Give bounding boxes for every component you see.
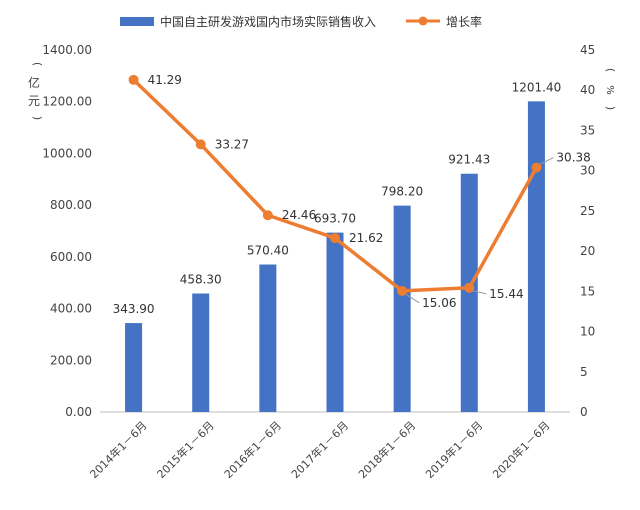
y-left-tick-label: 800.00 [50,198,92,212]
bar-value-label: 693.70 [314,212,356,226]
x-tick-label: 2019年1－6月 [422,418,485,481]
legend: 中国自主研发游戏国内市场实际销售收入 增长率 [120,14,482,29]
bar [326,232,344,412]
growth-value-label: 41.29 [148,73,182,87]
bar [393,205,411,412]
bar [460,173,478,412]
leader-line [539,157,554,166]
y-right-tick-label: 15 [580,284,595,298]
bar-value-label: 921.43 [448,153,490,167]
right-axis-title: % [604,85,615,95]
x-tick-label: 2016年1－6月 [221,418,284,481]
x-tick-label: 2015年1－6月 [154,418,217,481]
leader-line [404,293,420,304]
y-left-tick-label: 400.00 [50,302,92,316]
bar-value-label: 570.40 [247,244,289,258]
growth-value-label: 24.46 [282,208,316,222]
bar-value-label: 458.30 [180,272,222,286]
growth-point [262,210,273,221]
x-tick-label: 2018年1－6月 [355,418,418,481]
y-left-tick-label: 200.00 [50,353,92,367]
right-axis-title: ( % ) [604,68,617,110]
left-axis-title: ( 亿 元 ) [28,62,44,120]
y-right-tick-label: 20 [580,244,595,258]
y-left-tick-label: 1200.00 [42,95,92,109]
x-tick-label: 2017年1－6月 [288,418,351,481]
legend-line-marker [418,16,428,26]
data-labels: 343.90 458.30 570.40 693.70 798.20 921.43 1201… [113,73,591,316]
growth-point [330,233,340,244]
bar [527,101,545,412]
left-axis-paren-open: ( [31,62,44,66]
left-axis-title-char: 元 [28,94,40,108]
legend-line-label: 增长率 [446,14,482,29]
growth-point [464,282,475,293]
growth-point [397,285,408,296]
y-right-tick-label: 25 [580,204,595,218]
y-left-tick-label: 0.00 [65,405,92,419]
legend-bar-swatch [120,17,154,26]
x-tick-label: 2014年1－6月 [87,418,150,481]
bar-value-label: 1201.40 [512,80,562,94]
y-right-tick-label: 5 [580,365,588,379]
growth-point [128,74,139,85]
growth-point [531,162,542,173]
y-right-tick-label: 45 [580,43,595,57]
y-right-tick-label: 40 [580,83,595,97]
left-axis-paren-close: ) [31,116,44,120]
bar [192,293,210,412]
y-right-tick-label: 35 [580,123,595,137]
bar-value-label: 798.20 [381,185,423,199]
y-right-tick-label: 0 [580,405,588,419]
growth-line [128,74,542,296]
growth-value-label: 15.06 [422,296,456,310]
y-left-tick-label: 1000.00 [42,146,92,160]
y-right-tick-label: 30 [580,164,595,178]
right-axis-paren-close: ) [604,106,617,110]
growth-value-label: 33.27 [215,137,249,151]
leader-line [472,290,487,295]
legend-bar-label: 中国自主研发游戏国内市场实际销售收入 [160,14,376,29]
growth-value-label: 21.62 [349,231,383,245]
bar [125,323,143,412]
growth-point [195,139,206,150]
y-left-tick-label: 1400.00 [42,43,92,57]
bars [125,101,545,412]
growth-value-label: 30.38 [556,151,590,165]
growth-value-label: 15.44 [489,287,523,301]
y-left-tick-label: 600.00 [50,250,92,264]
x-tick-label: 2020年1－6月 [490,418,553,481]
bar [259,264,277,412]
bar-value-label: 343.90 [113,302,155,316]
axes: 0.00 200.00 400.00 600.00 800.00 1000.00 1200.… [42,43,595,481]
y-right-tick-label: 10 [580,325,595,339]
right-axis-paren-open: ( [604,68,617,72]
left-axis-title-char: 亿 [28,75,40,90]
